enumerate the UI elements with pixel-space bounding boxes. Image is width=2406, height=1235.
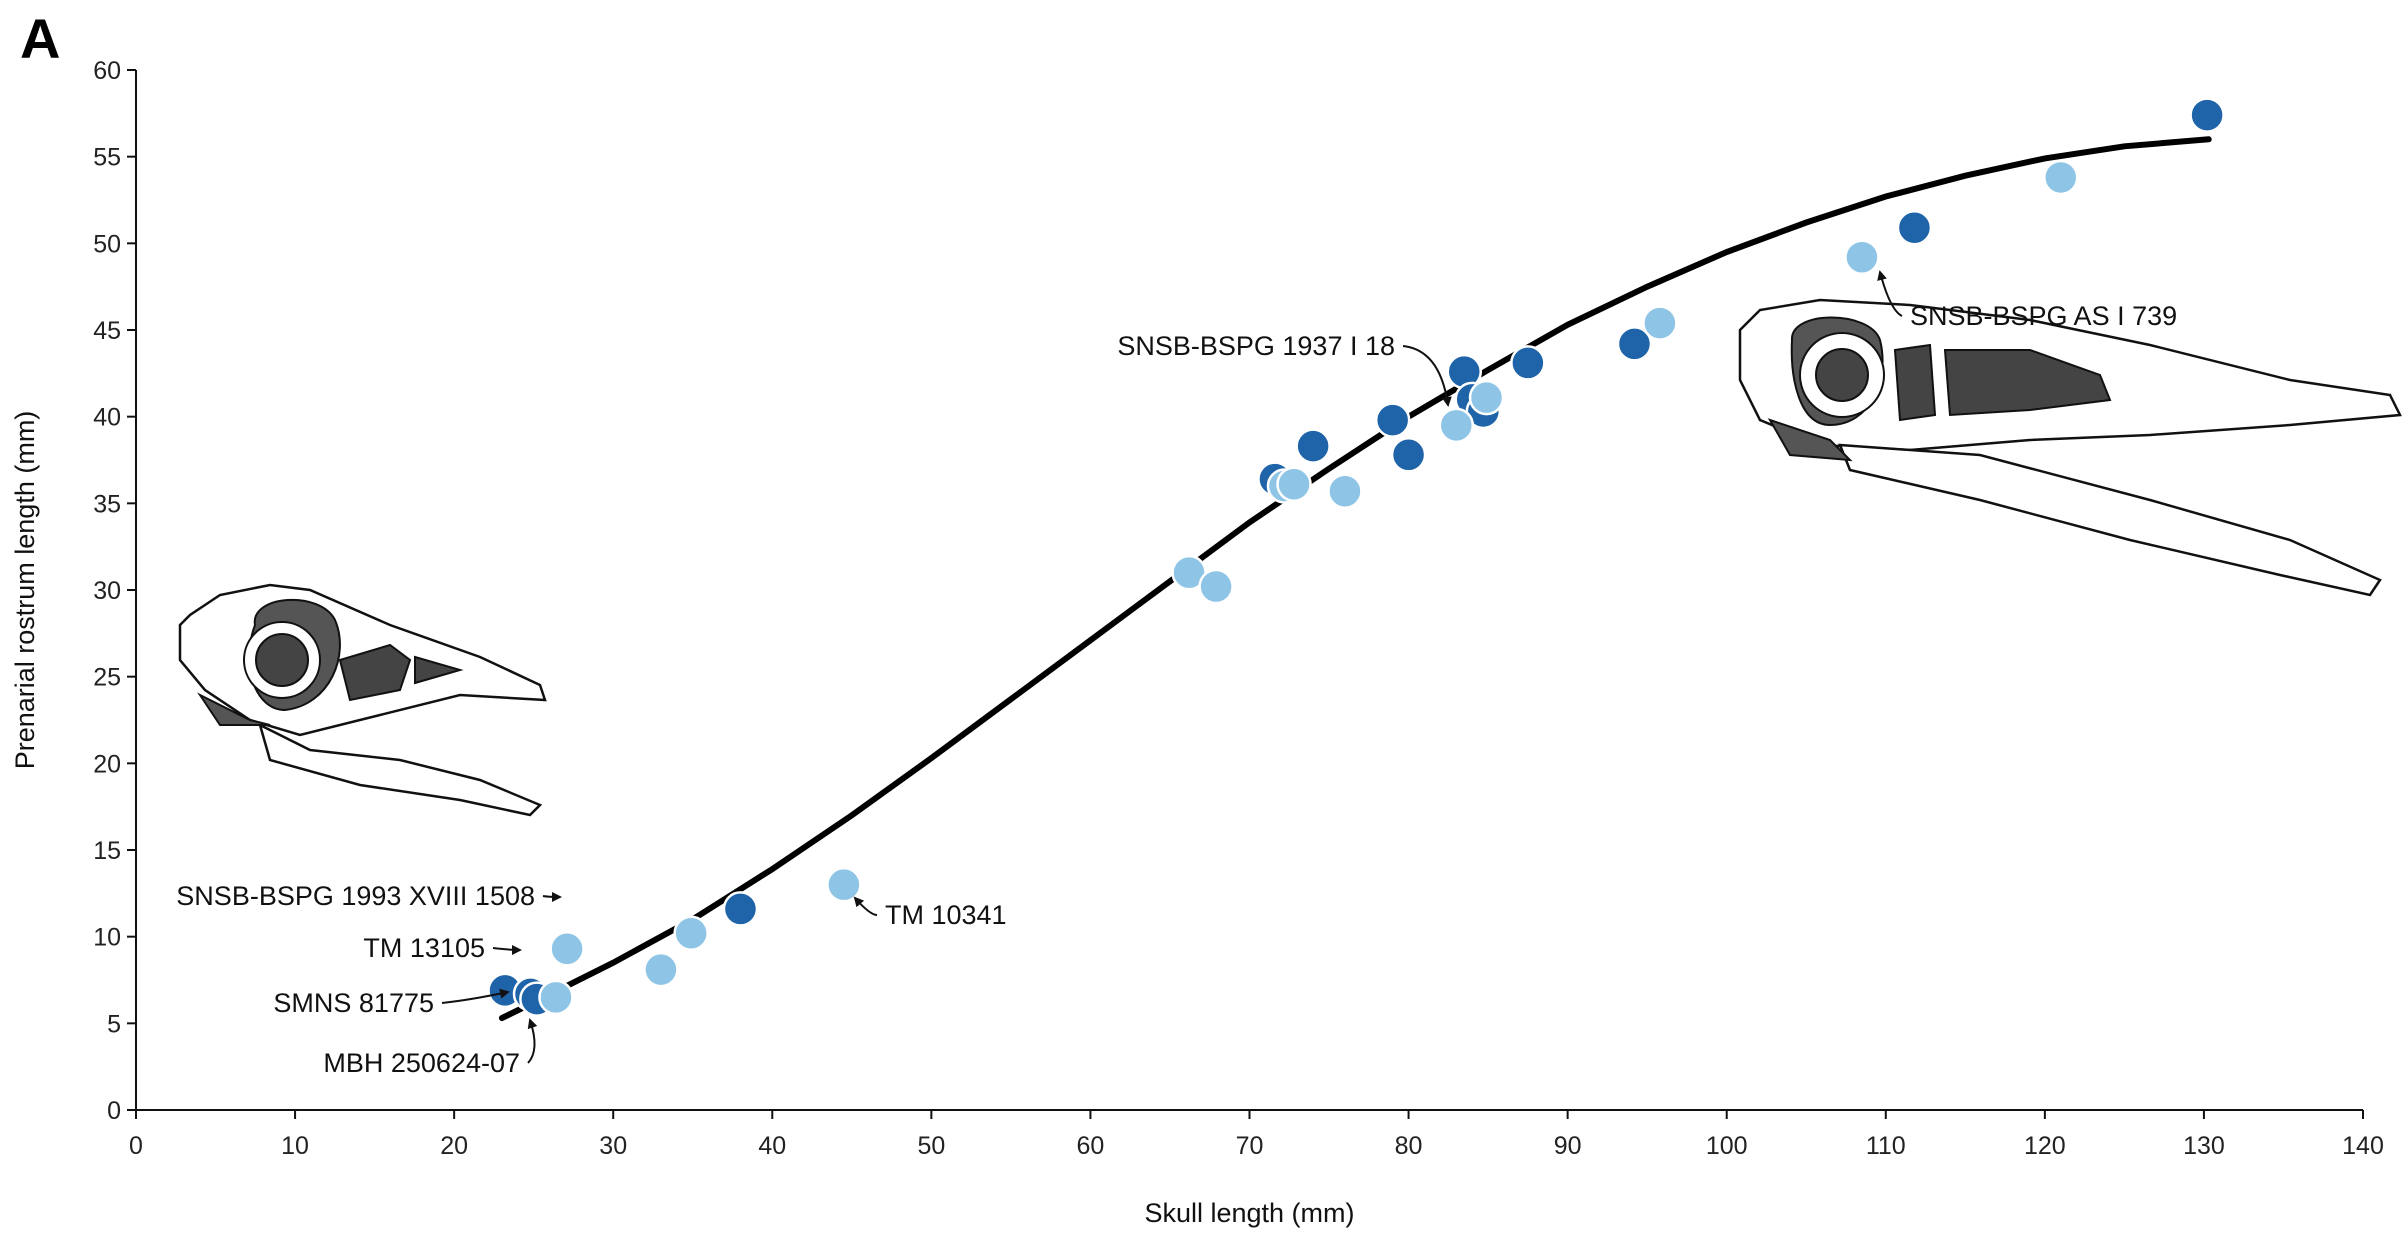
x-tick-label: 140 — [2342, 1132, 2384, 1160]
x-tick-label: 100 — [1706, 1132, 1748, 1160]
y-tick-label: 45 — [93, 317, 121, 345]
x-tick-label: 90 — [1554, 1132, 1582, 1160]
annotation-label: SNSB-BSPG AS I 739 — [1910, 301, 2177, 331]
annotation-label: TM 13105 — [363, 933, 485, 963]
data-point-light — [549, 931, 585, 967]
data-point-dark — [1896, 209, 1933, 246]
data-point-dark — [1390, 437, 1427, 473]
y-tick-label: 25 — [93, 664, 121, 692]
x-tick-label: 20 — [440, 1132, 468, 1160]
annotation-label: TM 10341 — [885, 900, 1007, 930]
annotations: SNSB-BSPG 1993 XVIII 1508 TM 13105 SMNS 81… — [176, 270, 2177, 1078]
annotation-label: SNSB-BSPG 1937 I 18 — [1117, 331, 1395, 361]
data-point-dark — [1616, 326, 1653, 362]
annotation-arrow — [527, 1018, 538, 1064]
x-tick-label: 40 — [758, 1132, 786, 1160]
y-tick-label: 5 — [107, 1010, 121, 1038]
y-tick-label: 15 — [93, 837, 121, 865]
fit-curve — [498, 136, 2212, 1022]
axes: 0 10 20 30 40 50 60 70 80 90 100 110 120 130 140 0 5 10 15… — [93, 57, 2384, 1160]
annotation-label: SMNS 81775 — [273, 988, 434, 1018]
annotation-arrow — [1402, 345, 1452, 407]
y-tick-label: 10 — [93, 924, 121, 952]
y-tick-label: 40 — [93, 404, 121, 432]
y-tick-label: 20 — [93, 750, 121, 778]
small-skull-icon — [178, 583, 547, 817]
annotation-arrow — [441, 988, 510, 1004]
x-axis-title: Skull length (mm) — [1144, 1198, 1354, 1228]
x-tick-label: 50 — [917, 1132, 945, 1160]
annotation-arrow — [853, 896, 878, 916]
data-point-light — [1438, 407, 1475, 444]
annotation-label: SNSB-BSPG 1993 XVIII 1508 — [176, 881, 535, 911]
data-point-light — [1198, 568, 1234, 605]
x-tick-label: 30 — [599, 1132, 627, 1160]
y-tick-label: 0 — [107, 1097, 121, 1125]
annotation-arrow — [542, 891, 562, 902]
y-tick-label: 35 — [93, 490, 121, 518]
y-tick-label: 60 — [93, 57, 121, 85]
x-tick-label: 120 — [2024, 1132, 2066, 1160]
x-tick-label: 110 — [1866, 1132, 1906, 1160]
x-tick-label: 130 — [2183, 1132, 2225, 1160]
panel-label: A — [20, 7, 60, 70]
data-point-dark — [722, 891, 759, 927]
y-axis-title: Prenarial rostrum length (mm) — [10, 411, 40, 770]
y-tick-label: 50 — [93, 230, 121, 258]
data-point-light — [1468, 379, 1505, 416]
data-point-light — [1276, 466, 1312, 503]
data-point-light — [1844, 239, 1880, 275]
x-tick-label: 0 — [129, 1132, 143, 1160]
x-tick-label: 80 — [1395, 1132, 1423, 1160]
data-point-dark — [1374, 402, 1411, 438]
data-point-light — [643, 951, 679, 988]
x-tick-label: 60 — [1077, 1132, 1105, 1160]
data-point-dark — [1295, 428, 1331, 464]
x-tick-label: 70 — [1236, 1132, 1264, 1160]
y-tick-label: 55 — [93, 144, 121, 172]
data-point-light — [538, 979, 574, 1016]
y-tick-label: 30 — [93, 577, 121, 605]
data-point-light — [1327, 473, 1363, 509]
data-point-light — [1642, 305, 1678, 341]
annotation-arrow — [1877, 270, 1903, 317]
data-points — [487, 97, 2225, 1017]
large-skull-icon — [1738, 298, 2402, 597]
data-point-dark — [2189, 97, 2225, 133]
x-tick-label: 10 — [281, 1132, 309, 1160]
annotation-label: MBH 250624-07 — [323, 1048, 520, 1078]
data-point-light — [826, 866, 862, 903]
data-point-dark — [1510, 345, 1546, 381]
data-point-light — [673, 915, 709, 951]
annotation-arrow — [492, 944, 522, 955]
data-point-light — [2043, 159, 2079, 196]
